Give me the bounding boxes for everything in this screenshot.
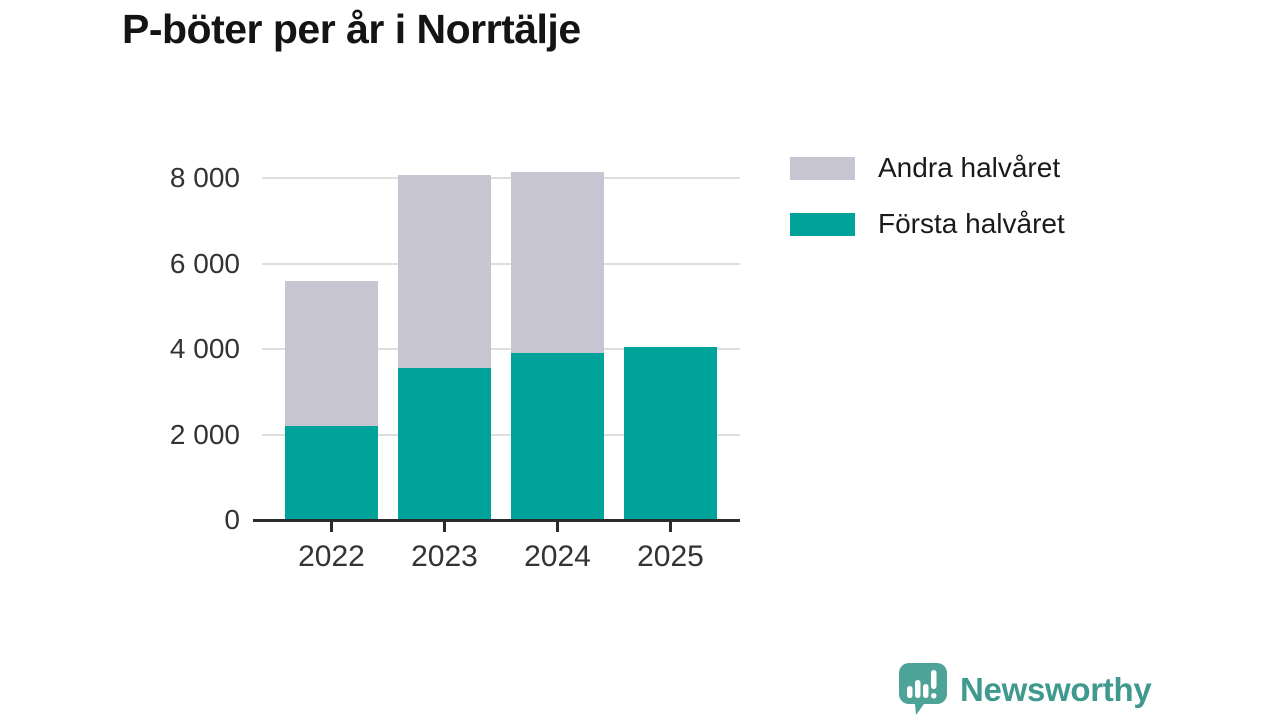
bar-segment-andra-halv-ret	[285, 280, 378, 426]
x-axis-tick	[443, 522, 446, 532]
y-axis-tick-label: 2 000	[169, 418, 240, 450]
gridline-4000	[262, 348, 740, 350]
brand-name: Newsworthy	[960, 670, 1152, 708]
legend-swatch-forsta	[790, 212, 855, 236]
plot-area	[262, 150, 740, 520]
chart-title: P-böter per år i Norrtälje	[122, 6, 581, 52]
bar-segment-f-rsta-halv-ret	[511, 353, 604, 520]
x-axis-tick	[669, 522, 672, 532]
newsworthy-logo-icon	[899, 663, 947, 715]
x-axis-tick-label: 2023	[411, 540, 478, 573]
x-axis-line	[253, 519, 740, 522]
legend: Andra halvåret Första halvåret	[790, 152, 1065, 240]
y-axis-tick-label: 6 000	[169, 247, 240, 279]
bar-segment-andra-halv-ret	[511, 171, 604, 354]
gridline-6000	[262, 262, 740, 265]
bar-segment-f-rsta-halv-ret	[624, 346, 717, 520]
gridline-8000	[262, 177, 740, 179]
legend-item-andra-halvaret: Andra halvåret	[790, 152, 1065, 184]
bar-segment-andra-halv-ret	[398, 174, 491, 369]
x-axis-tick	[556, 522, 559, 532]
x-axis-tick-label: 2024	[524, 540, 591, 573]
legend-label: Första halvåret	[878, 208, 1065, 239]
x-axis-tick-label: 2022	[298, 540, 365, 573]
newsworthy-branding: Newsworthy	[898, 662, 1152, 717]
y-axis-tick-label: 4 000	[169, 333, 240, 364]
x-axis-tick-label: 2025	[637, 540, 704, 573]
stacked-bar-2024	[511, 150, 604, 520]
y-axis-tick-label: 0	[224, 504, 240, 535]
legend-swatch-andra	[790, 156, 855, 180]
stacked-bar-2023	[398, 150, 491, 520]
bar-segment-f-rsta-halv-ret	[285, 425, 378, 520]
stacked-bar-2025	[624, 150, 717, 520]
legend-label: Andra halvåret	[878, 152, 1061, 183]
x-axis-tick	[330, 522, 333, 532]
gridline-2000	[262, 433, 740, 436]
y-axis-tick-label: 8 000	[169, 162, 240, 193]
stacked-bar-2022	[285, 150, 378, 520]
legend-item-forsta-halvaret: Första halvåret	[790, 208, 1065, 240]
bar-segment-f-rsta-halv-ret	[398, 368, 491, 520]
